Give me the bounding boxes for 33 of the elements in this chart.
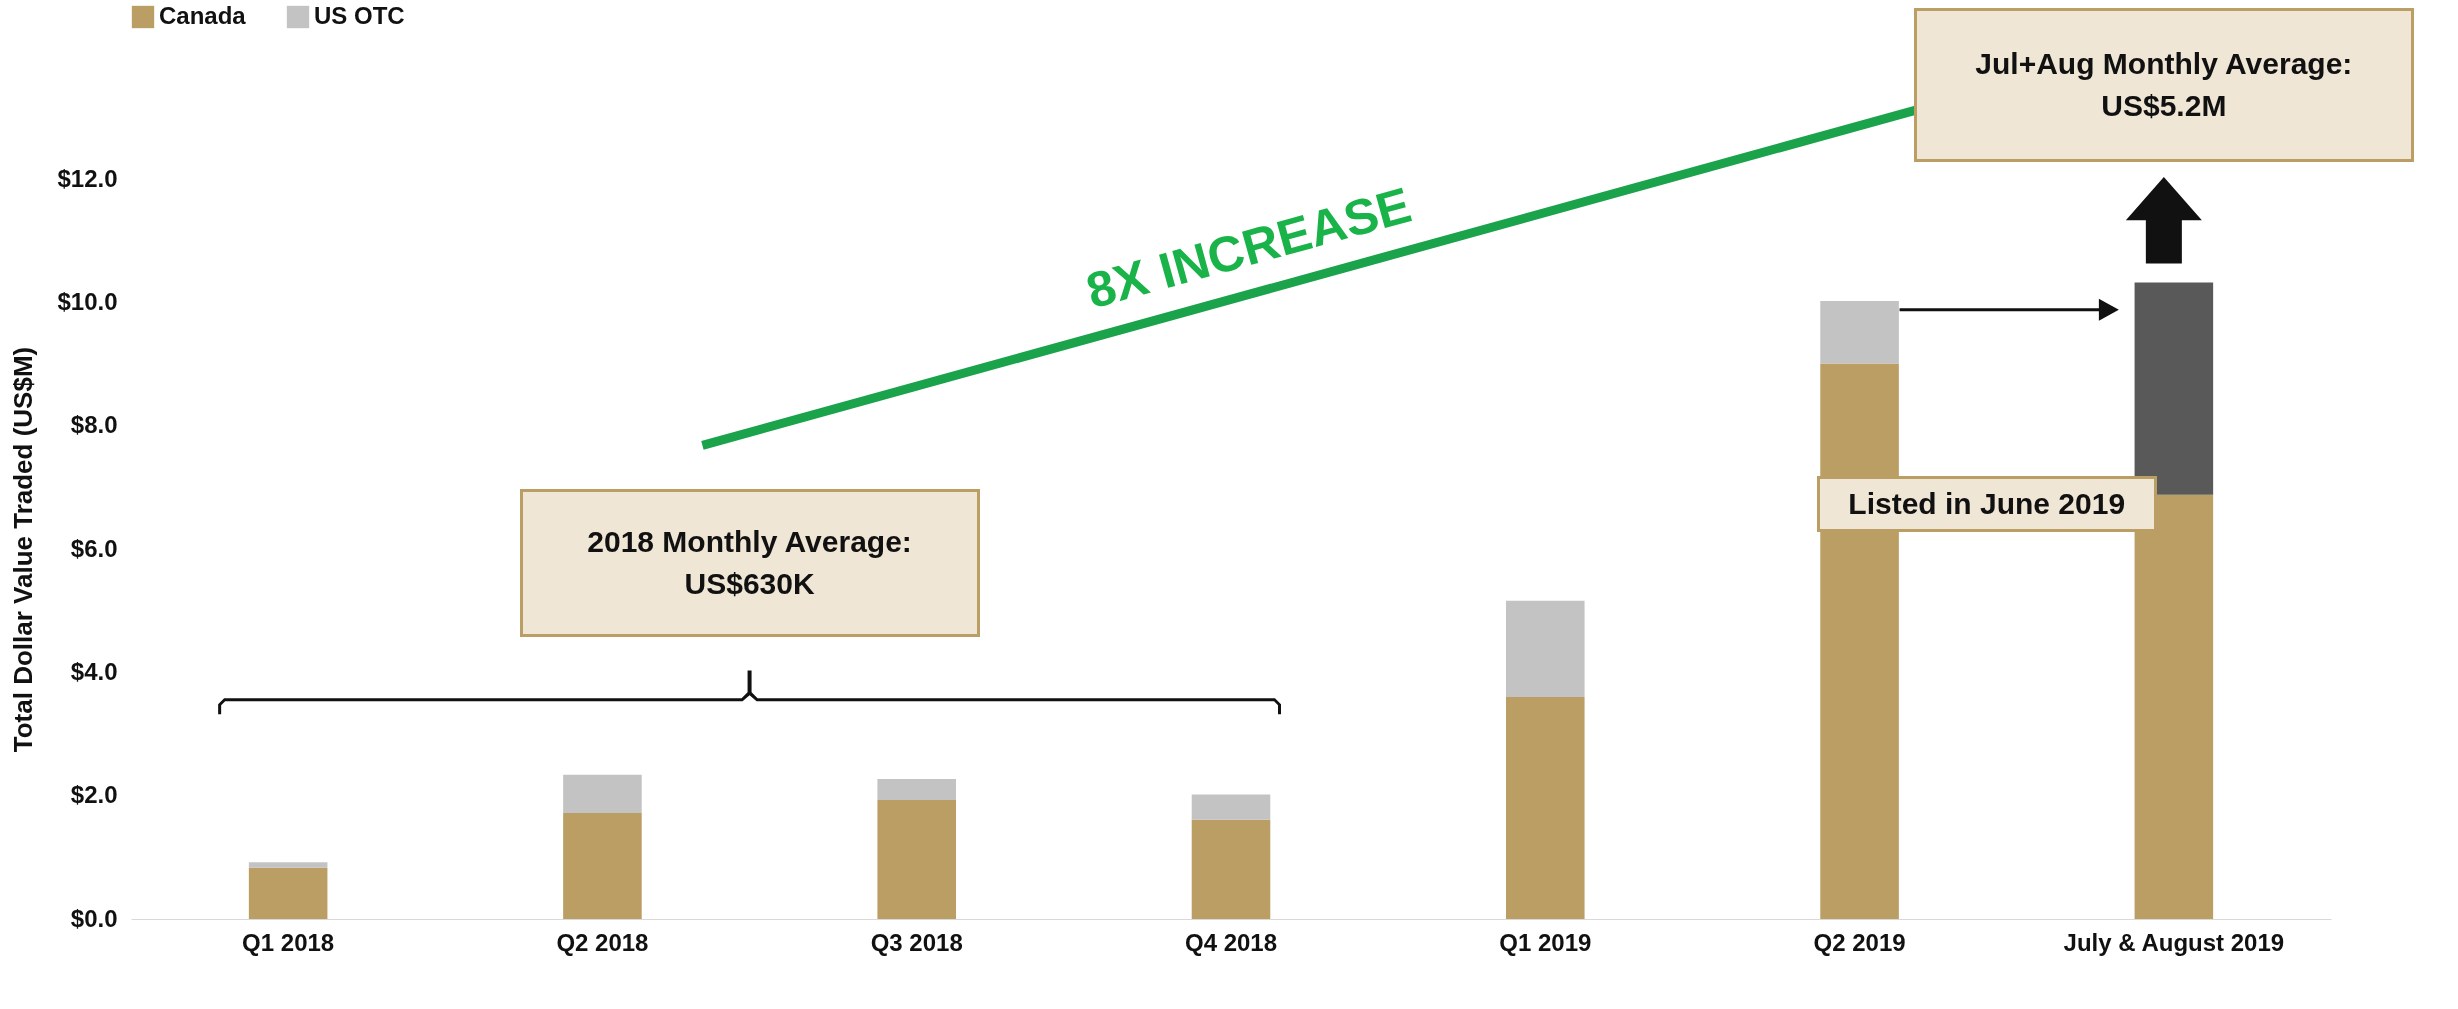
legend-label: US OTC bbox=[314, 2, 405, 29]
x-tick-label: Q1 2018 bbox=[242, 928, 335, 956]
y-tick-label: $2.0 bbox=[70, 781, 118, 809]
x-tick-label: Q2 2018 bbox=[556, 928, 649, 956]
bar bbox=[248, 867, 328, 919]
x-tick-label: Q4 2018 bbox=[1184, 928, 1278, 956]
bar bbox=[563, 812, 642, 919]
bar bbox=[2134, 282, 2214, 495]
legend-label: Canada bbox=[159, 2, 247, 29]
bar bbox=[1820, 301, 1899, 364]
bar bbox=[1191, 819, 1271, 919]
bar bbox=[877, 799, 956, 919]
callout-box: Listed in June 2019 bbox=[1816, 476, 2157, 532]
bar bbox=[2134, 494, 2214, 919]
x-tick-label: Q3 2018 bbox=[870, 928, 963, 956]
y-tick-label: $8.0 bbox=[70, 411, 118, 439]
bar bbox=[1506, 600, 1585, 697]
bar bbox=[877, 779, 956, 800]
bar bbox=[1191, 794, 1271, 820]
y-axis-title: Total Dollar Value Traded (US$M) bbox=[8, 346, 39, 753]
bar bbox=[248, 862, 328, 868]
y-tick-label: $0.0 bbox=[70, 904, 118, 932]
x-tick-label: Q2 2019 bbox=[1813, 928, 1906, 956]
y-tick-label: $4.0 bbox=[70, 657, 118, 685]
bar bbox=[1506, 697, 1585, 919]
bar bbox=[563, 774, 642, 813]
y-tick-label: $12.0 bbox=[57, 164, 118, 192]
callout-box: 2018 Monthly Average: US$630K bbox=[519, 488, 980, 637]
x-tick-label: July & August 2019 bbox=[2063, 928, 2285, 956]
callout-box: Jul+Aug Monthly Average: US$5.2M bbox=[1913, 8, 2414, 162]
x-tick-label: Q1 2019 bbox=[1499, 928, 1592, 956]
y-tick-label: $6.0 bbox=[70, 534, 118, 562]
y-tick-label: $10.0 bbox=[57, 287, 118, 315]
